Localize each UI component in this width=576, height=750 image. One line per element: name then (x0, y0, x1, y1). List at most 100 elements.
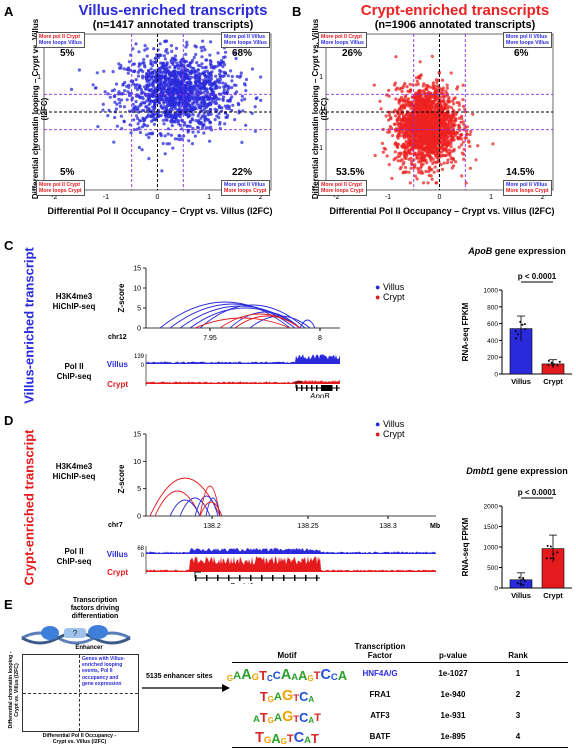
data-point (202, 108, 206, 112)
panel-b-label: B (292, 4, 302, 19)
data-point (227, 104, 231, 109)
data-point (447, 151, 452, 155)
exon (321, 385, 323, 391)
data-point (163, 75, 167, 79)
data-point (119, 114, 123, 118)
data-point (408, 134, 412, 138)
panel-a-subtitle: (n=1417 annotated transcripts) (92, 19, 254, 31)
data-point (166, 132, 170, 136)
data-point (443, 106, 447, 110)
data-point (193, 96, 198, 100)
data-point (214, 74, 218, 78)
data-point (177, 113, 181, 117)
data-point (446, 106, 450, 110)
motif-letter: T (311, 730, 319, 746)
data-point (209, 65, 213, 70)
data-point (196, 87, 200, 91)
data-point (209, 86, 213, 91)
data-point (447, 96, 451, 100)
data-point (447, 148, 451, 152)
data-point (188, 83, 192, 87)
data-point (415, 126, 420, 130)
exon (283, 575, 285, 581)
data-point (402, 126, 406, 130)
data-point (237, 103, 241, 107)
data-point (208, 107, 212, 111)
data-point (196, 126, 200, 130)
data-point (445, 161, 450, 165)
data-point (152, 104, 157, 109)
data-point (435, 153, 439, 157)
data-point (158, 42, 162, 46)
data-point (429, 115, 433, 119)
data-point (457, 145, 461, 149)
panel-b-pct-tr: 6% (514, 48, 529, 59)
data-point (476, 144, 480, 148)
data-point (211, 96, 215, 100)
data-point (161, 97, 165, 101)
data-point (186, 124, 190, 128)
data-point (119, 66, 123, 70)
exon (195, 575, 197, 581)
data-point (437, 70, 441, 74)
data-point (119, 98, 124, 102)
data-point (404, 112, 409, 116)
data-point (461, 104, 466, 108)
data-point (223, 104, 227, 108)
data-point (421, 171, 425, 175)
y-tick-label: 0 (319, 110, 323, 117)
motif-letter: A (308, 694, 315, 704)
data-point (188, 120, 192, 124)
data-point (146, 68, 151, 73)
exon (305, 575, 307, 581)
data-point (397, 115, 401, 119)
motif-pvalue: 1e-895 (440, 732, 466, 741)
data-point (373, 153, 377, 158)
data-point (184, 96, 188, 100)
data-point (421, 157, 426, 161)
data-point (387, 88, 391, 92)
replicate-dot (518, 576, 521, 579)
replicate-dot (523, 580, 526, 583)
data-point (217, 104, 221, 108)
panel-c-tracks: Z-score 15 10 5 0 chr12 7.95 8 Villus Crypt 139 0 Ap… (107, 266, 340, 398)
motif-table: Motif Transcription Factor p-value Rank … (227, 642, 568, 748)
motif-pvalue: 1e-1027 (438, 669, 468, 678)
data-point (436, 88, 440, 92)
data-point (175, 90, 179, 94)
data-point (396, 111, 400, 116)
data-point (430, 167, 434, 172)
bar-y-tick-label: 1500 (484, 524, 499, 531)
data-point (207, 126, 211, 130)
data-point (134, 42, 138, 46)
data-point (138, 95, 142, 99)
panel-a-title: Villus-enriched transcripts (78, 2, 268, 19)
data-point (129, 131, 133, 135)
data-point (434, 98, 438, 103)
data-point (451, 156, 455, 160)
data-point (167, 77, 171, 81)
panel-a-xlabel: Differential Pol II Occupancy – Crypt vs… (47, 206, 273, 216)
data-point (199, 85, 203, 89)
data-point (431, 141, 435, 145)
data-point (147, 84, 151, 88)
data-point (103, 90, 107, 94)
dna-enhancer-icon: ? (21, 625, 131, 645)
data-point (131, 70, 135, 74)
x-tick-label: -2 (51, 194, 57, 201)
data-point (165, 142, 169, 146)
data-point (102, 69, 106, 73)
data-point (241, 109, 245, 113)
exon (272, 575, 274, 581)
data-point (447, 111, 451, 116)
data-point (179, 80, 183, 84)
data-point (461, 120, 465, 124)
data-point (429, 150, 433, 154)
data-point (441, 143, 445, 148)
enhancer-sites-count: 5135 enhancer sites (146, 673, 213, 680)
data-point (441, 99, 445, 103)
data-point (223, 50, 228, 54)
data-point (192, 66, 196, 70)
data-point (451, 108, 455, 112)
